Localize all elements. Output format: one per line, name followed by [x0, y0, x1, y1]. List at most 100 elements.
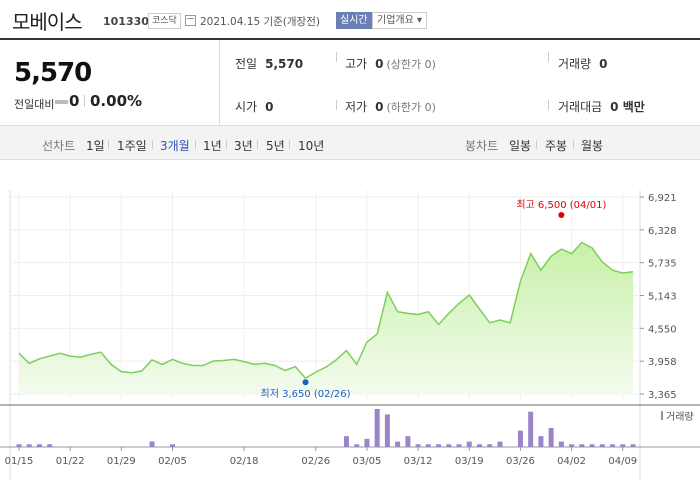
volume-legend-label: 거래량 — [666, 411, 694, 423]
volume-bar — [528, 411, 534, 447]
x-tick-label: 04/09 — [608, 456, 637, 467]
volume-bar — [343, 436, 349, 447]
volume-bar — [497, 441, 503, 447]
volume-bar — [374, 409, 380, 447]
volume-bar — [569, 444, 575, 447]
y-axis: 6,921 6,328 5,735 5,143 4,550 3,958 3,365 — [640, 193, 677, 401]
line-chart-label: 선차트 — [42, 139, 76, 153]
chart-annotations: 최고 6,500 (04/01) 최저 3,650 (02/26) — [261, 199, 607, 400]
volume-bar — [548, 428, 554, 447]
volume-bar — [487, 444, 493, 447]
period-tab-bar: 선차트 1일 1주일 3개월 1년 3년 5년 10년 봉차트 일봉 주봉 월봉 — [0, 125, 700, 160]
company-info-dropdown[interactable]: 기업개요 ▾ — [372, 12, 427, 29]
volume-bar — [16, 444, 22, 447]
x-tick-label: 03/26 — [506, 456, 535, 467]
tab-daily-candle[interactable]: 일봉 — [509, 139, 532, 153]
x-axis: 01/15 01/22 01/29 02/05 02/18 02/26 03/05 03/12… — [5, 447, 637, 467]
high-marker — [558, 212, 565, 218]
y-tick-label: 6,921 — [648, 193, 677, 204]
divider — [257, 140, 258, 149]
volume-bar — [630, 444, 636, 447]
stock-name: 모베이스 — [12, 10, 83, 34]
volume-bar — [26, 444, 32, 447]
volume-bar — [477, 444, 482, 447]
volume-bar — [364, 438, 370, 447]
volume-bar — [558, 441, 564, 447]
stat-label: 거래대금 — [558, 100, 603, 114]
x-tick-label: 01/22 — [56, 456, 85, 467]
volume-bar — [384, 414, 390, 447]
volume-bar — [579, 444, 585, 447]
low-marker — [302, 379, 309, 386]
tab-1year[interactable]: 1년 — [203, 139, 222, 153]
stat-value: 0 백만 — [610, 100, 645, 114]
stat-label: 저가 — [345, 100, 368, 114]
volume-bar — [517, 430, 523, 447]
stat-volume: 거래량 0 — [558, 55, 607, 72]
tab-3month[interactable]: 3개월 — [160, 139, 190, 153]
stat-value: 5,570 — [265, 57, 304, 71]
divider — [548, 100, 549, 110]
y-tick-label: 3,365 — [648, 390, 677, 401]
divider — [108, 140, 109, 149]
volume-bar — [425, 444, 431, 447]
volume-bar — [589, 444, 595, 447]
volume-bar — [149, 441, 155, 447]
stat-value: 0 — [375, 100, 384, 114]
tab-5year[interactable]: 5년 — [266, 139, 285, 153]
y-tick-label: 5,143 — [648, 292, 677, 303]
x-tick-label: 02/18 — [230, 456, 259, 467]
realtime-button[interactable]: 실시간 — [336, 12, 372, 29]
tab-1day[interactable]: 1일 — [86, 139, 105, 153]
stat-open: 시가 0 — [235, 98, 273, 115]
tab-weekly-candle[interactable]: 주봉 — [545, 139, 568, 153]
candle-chart-label: 봉차트 — [465, 139, 499, 153]
divider — [289, 140, 290, 149]
volume-bar — [599, 444, 605, 447]
tab-3year[interactable]: 3년 — [234, 139, 253, 153]
volume-bar — [405, 436, 411, 447]
price-panel: 5,570 전일대비 0 0.00% — [0, 40, 220, 125]
y-tick-label: 4,550 — [648, 324, 677, 335]
stat-prev: 전일 5,570 — [235, 55, 303, 72]
divider — [573, 140, 574, 149]
divider — [226, 140, 227, 149]
x-tick-label: 01/15 — [5, 456, 34, 467]
divider — [536, 140, 537, 149]
x-tick-label: 02/05 — [158, 456, 187, 467]
volume-bar — [354, 444, 360, 447]
x-tick-label: 03/12 — [404, 456, 433, 467]
tab-monthly-candle[interactable]: 월봉 — [581, 139, 604, 153]
stock-header: 모베이스 101330 코스닥 2021.04.15 기준(개장전) 실시간 기… — [0, 0, 700, 40]
volume-bar — [47, 444, 53, 447]
tab-1week[interactable]: 1주일 — [117, 139, 147, 153]
x-tick-label: 04/02 — [557, 456, 586, 467]
price-area — [19, 242, 633, 394]
y-tick-label: 3,958 — [648, 357, 677, 368]
y-tick-label: 6,328 — [648, 226, 677, 237]
divider — [336, 100, 337, 110]
stat-high: 고가 0 (상한가 0) — [345, 55, 436, 72]
x-tick-label: 01/29 — [107, 456, 136, 467]
stat-value: 0 — [599, 57, 608, 71]
volume-bar — [466, 441, 472, 447]
divider — [336, 52, 337, 62]
market-badge: 코스닥 — [148, 13, 181, 29]
volume-bars: 거래량 — [16, 409, 694, 447]
date-text: 2021.04.15 기준(개장전) — [200, 16, 320, 28]
stat-label: 전일 — [235, 57, 258, 71]
x-tick-label: 03/19 — [455, 456, 484, 467]
x-tick-label: 03/05 — [353, 456, 382, 467]
stock-code: 101330 — [103, 15, 149, 28]
tab-10year[interactable]: 10년 — [298, 139, 325, 153]
current-price: 5,570 — [14, 58, 92, 88]
stat-label: 거래량 — [558, 57, 592, 71]
divider — [195, 140, 196, 149]
volume-bar — [436, 444, 442, 447]
stat-label: 고가 — [345, 57, 368, 71]
low-annotation: 최저 3,650 (02/26) — [261, 388, 351, 400]
change-value: 0 — [69, 92, 80, 110]
stat-amount: 거래대금 0 백만 — [558, 98, 645, 115]
divider — [84, 95, 85, 107]
